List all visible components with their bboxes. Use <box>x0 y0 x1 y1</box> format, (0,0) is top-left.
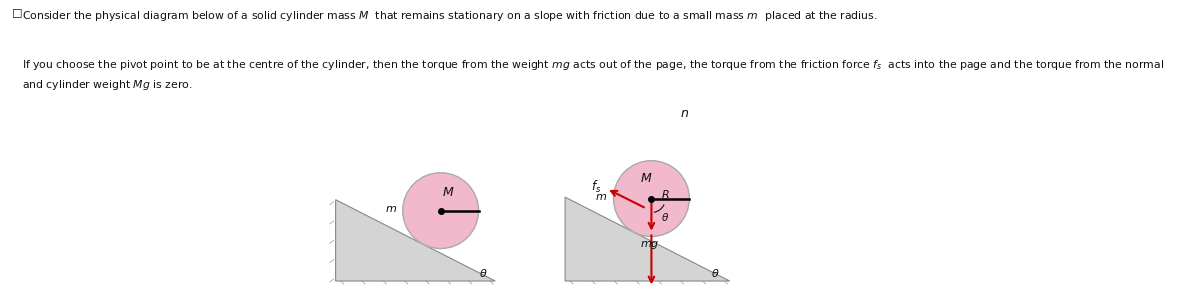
Text: $\theta$: $\theta$ <box>479 267 487 279</box>
Text: $m$: $m$ <box>595 191 607 202</box>
Text: $m$: $m$ <box>385 204 397 214</box>
Text: Consider the physical diagram below of a solid cylinder mass $M$  that remains s: Consider the physical diagram below of a… <box>22 9 877 23</box>
Circle shape <box>403 173 479 249</box>
Text: $n$: $n$ <box>680 107 690 120</box>
Text: $R$: $R$ <box>661 188 670 200</box>
Text: $M$: $M$ <box>443 186 455 199</box>
Text: $\theta$: $\theta$ <box>712 267 720 279</box>
Text: $M$: $M$ <box>641 172 653 185</box>
Text: □: □ <box>12 7 23 17</box>
Text: $f_s$: $f_s$ <box>592 179 601 195</box>
Text: If you choose the pivot point to be at the centre of the cylinder, then the torq: If you choose the pivot point to be at t… <box>22 58 1164 92</box>
Polygon shape <box>565 197 730 281</box>
Text: $mg$: $mg$ <box>640 239 659 251</box>
Text: $\theta$: $\theta$ <box>661 211 670 223</box>
Circle shape <box>613 161 689 237</box>
Polygon shape <box>336 200 496 281</box>
